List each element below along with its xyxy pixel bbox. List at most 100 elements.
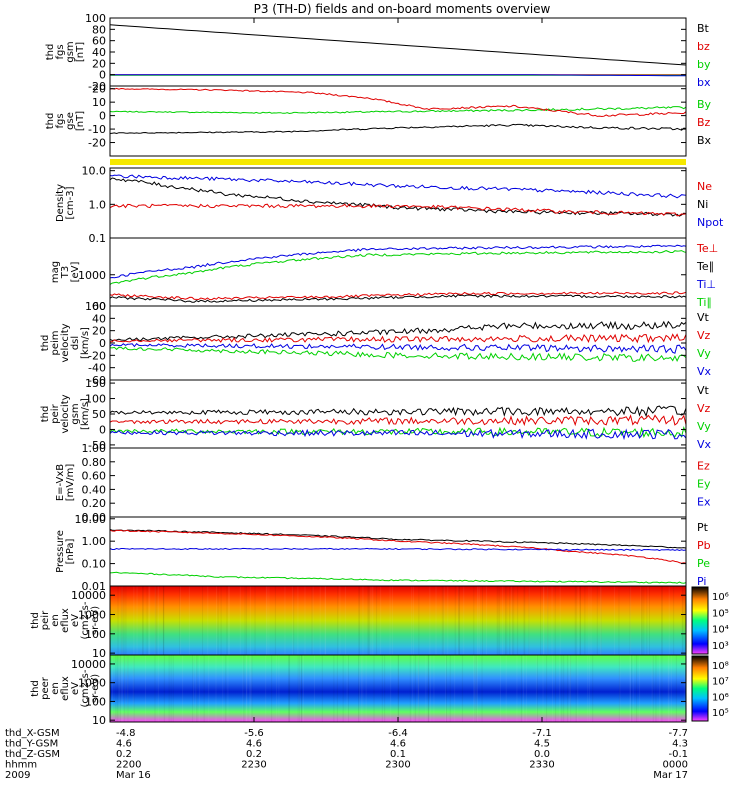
panel-8: 1.000.800.600.400.200.00 E=-VxB [mV/m] Ez Ey… (55, 442, 711, 524)
y-axis-label-line: Pressure (55, 530, 66, 573)
y-tick-label: 10.0 (82, 165, 107, 178)
panel-4: 10.0 1.0 0.1 Density [cm-3] Ne Ni Npot (55, 165, 724, 245)
legend-item: Ex (697, 496, 711, 509)
legend: Ez Ey Ex (697, 460, 711, 509)
y-tick-label: 1000 (78, 677, 106, 690)
y-tick-label: 0.80 (82, 456, 107, 469)
y-tick-label: 10 (92, 96, 106, 109)
y-axis-label: Density [cm-3] (55, 184, 76, 222)
y-axis-label-line: thd (45, 113, 56, 130)
y-axis-label: thd peir en eflux eV (cm2-s-sr-eV) (30, 601, 101, 639)
legend: Ne Ni Npot (697, 180, 724, 229)
y-tick-label: 0.20 (82, 497, 107, 510)
legend-item: Vy (697, 347, 711, 360)
y-axis-label-line: sr-eV) (90, 674, 101, 703)
y-axis-label: E=-VxB [mV/m] (55, 464, 76, 502)
y-tick-label: 0.01 (82, 580, 107, 593)
y-axis-label-line: [nT] (75, 111, 86, 131)
y-axis-label-line: gsm (70, 403, 81, 424)
legend-item: Vt (697, 384, 710, 397)
y-axis-label-line: mag (50, 261, 61, 283)
x-axis-value: 2330 (529, 760, 554, 771)
x-axis-value: 4.6 (116, 739, 132, 750)
series-line (109, 529, 687, 564)
y-tick-label: 1000 (78, 269, 106, 282)
x-axis-value: Mar 16 (116, 770, 151, 781)
y-tick-label: -10 (88, 123, 106, 136)
y-tick-label: 100 (85, 628, 106, 641)
y-tick-label: -20 (88, 137, 106, 150)
y-axis-label-line: en (50, 682, 61, 695)
legend-item: bz (697, 40, 710, 53)
y-tick-label: 0 (99, 337, 106, 350)
panel-10: 10⁶ 10⁵ 10⁴ 10³ 10000 1000 100 10 thd peir en eflux… (30, 585, 729, 660)
series-line (110, 74, 687, 77)
y-tick-label: 20 (92, 57, 106, 70)
series-line (109, 106, 687, 115)
y-axis-label-line: sr-eV) (90, 606, 101, 635)
series-line (109, 87, 687, 118)
x-axis-value: 4.5 (534, 739, 550, 750)
y-axis-label: mag T3 [eV] (50, 261, 81, 283)
legend-item: Bx (697, 134, 712, 147)
y-tick-label: 100 (85, 695, 106, 708)
colorbar-tick-label: 10⁷ (712, 677, 729, 688)
y-tick-label: 1.00 (82, 442, 107, 455)
legend-item: Bt (697, 22, 710, 35)
legend-item: Npot (697, 216, 724, 229)
y-axis-label-line: [nT] (75, 42, 86, 62)
y-tick-label: 40 (92, 46, 106, 59)
y-tick-label: 20 (92, 325, 106, 338)
x-axis-value: 0.0 (534, 749, 550, 760)
y-tick-label: 20 (92, 83, 106, 96)
spectrogram (110, 655, 686, 722)
panel-frame (109, 85, 687, 157)
series-line (109, 343, 687, 354)
y-axis-label-line: peim (50, 330, 61, 355)
series-line (109, 294, 687, 303)
y-tick-label: -20 (88, 349, 106, 362)
y-tick-label: -60 (88, 374, 106, 387)
y-tick-label: 10000 (71, 658, 106, 671)
legend-item: Ti⊥ (696, 278, 716, 291)
x-axis-row-label: hhmm (5, 760, 37, 771)
series-line (109, 177, 687, 217)
series-line (109, 346, 687, 362)
spectrogram (110, 586, 686, 655)
x-axis-value: -5.6 (244, 728, 264, 739)
x-axis-value: -4.8 (116, 728, 136, 739)
status-band (110, 159, 686, 165)
series-line (109, 414, 687, 427)
y-axis-label-line: en (50, 614, 61, 627)
x-axis-value: -6.4 (388, 728, 408, 739)
figure-title: P3 (TH-D) fields and on-board moments ov… (254, 2, 551, 16)
panel-9: 10.00 1.00 0.10 0.01 Pressure [nPa] Pt Pb Pe Pi (55, 513, 711, 593)
y-tick-label: 0.00 (82, 511, 107, 524)
legend-item: Pi (697, 575, 706, 588)
legend-item: Pt (697, 521, 709, 534)
y-axis-label-line: velocity (60, 323, 71, 362)
colorbar-tick-label: 10⁶ (712, 592, 729, 603)
y-axis-label-line: peer (40, 676, 51, 700)
y-tick-label: 100 (85, 12, 106, 25)
y-axis-label: Pressure [nPa] (55, 530, 76, 573)
series-line (109, 428, 687, 441)
x-axis-value: 0000 (663, 760, 688, 771)
legend-item: bx (697, 76, 711, 89)
x-axis-value: Mar 17 (653, 770, 688, 781)
legend-item: Pe (697, 557, 710, 570)
y-axis-label-line: eflux (60, 608, 71, 633)
y-tick-label: 10 (92, 647, 106, 660)
panel-frame (109, 447, 687, 518)
y-axis-label-line: thd (30, 612, 41, 629)
y-axis-label: thd fgs gse [nT] (45, 111, 86, 131)
y-axis-label: thd peer en eflux eV (cm2-s-sr-eV) (30, 669, 101, 707)
x-axis-value: 0.2 (116, 749, 132, 760)
panel-frame (109, 305, 687, 381)
colorbar-tick-label: 10⁸ (712, 661, 729, 672)
colorbar-tick-label: 10⁵ (712, 708, 729, 719)
y-axis-label-line: gse (65, 112, 76, 130)
